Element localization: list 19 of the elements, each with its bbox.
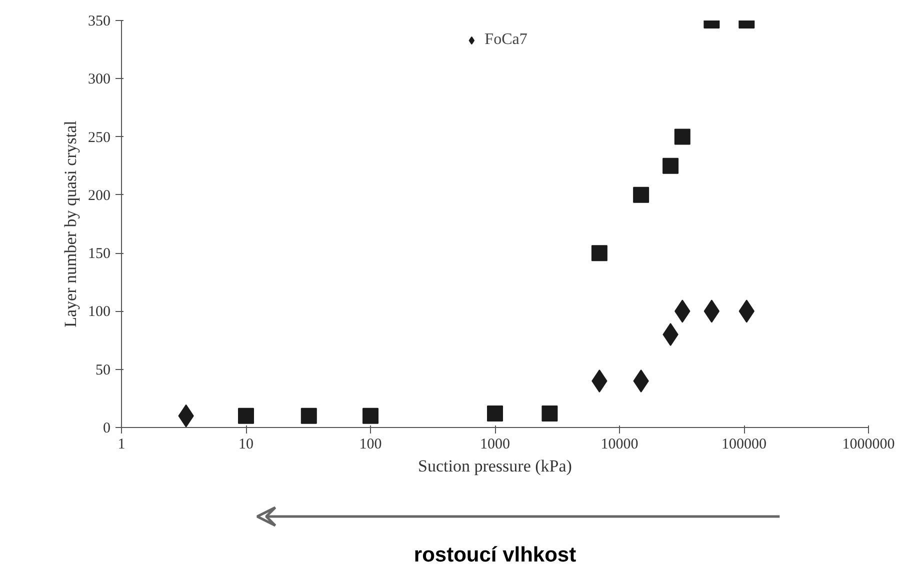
y-axis-title: Layer number by quasi crystal (61, 120, 80, 328)
y-tick-label: 100 (88, 304, 110, 320)
y-tick-label: 350 (88, 14, 110, 30)
legend-label: FoCa7 (484, 31, 528, 49)
y-tick-label: 250 (88, 130, 110, 146)
y-tick-label: 300 (88, 72, 110, 88)
x-tick-label: 100 (359, 436, 382, 452)
y-tick-label: 50 (96, 362, 110, 378)
text: rostoucí vlhkost (414, 544, 576, 566)
x-tick-label: 1000 (480, 436, 510, 452)
x-tick-label: 1000000 (842, 436, 895, 452)
y-tick-label: 150 (88, 246, 110, 262)
x-tick-label: 10000 (600, 436, 638, 452)
x-tick-label: 10 (238, 436, 254, 452)
y-tick-label: 0 (103, 420, 110, 436)
x-tick-label: 100000 (722, 436, 766, 452)
x-axis-title: Suction pressure (kPa) (418, 456, 572, 476)
y-tick-label: 200 (88, 188, 110, 204)
x-tick-label: 1 (118, 436, 126, 452)
